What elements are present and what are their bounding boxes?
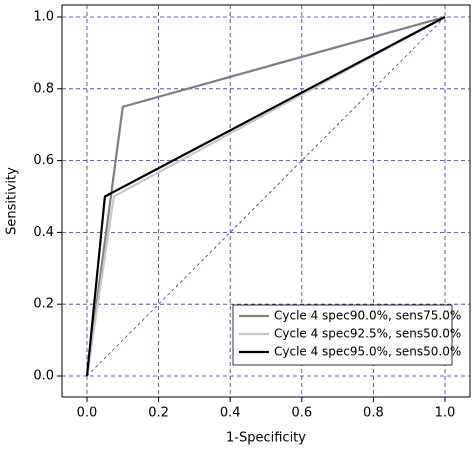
y-tick-label: 0.0 bbox=[33, 369, 54, 384]
series-line bbox=[85, 16, 446, 377]
legend-box bbox=[232, 304, 453, 366]
y-tick-label: 0.8 bbox=[33, 81, 54, 96]
y-tick-label: 0.2 bbox=[33, 297, 54, 312]
x-tick-label: 0.4 bbox=[220, 406, 241, 421]
x-axis-label: 1-Specificity bbox=[226, 431, 306, 446]
legend-label: Cycle 4 spec90.0%, sens75.0% bbox=[274, 309, 461, 323]
series-line bbox=[85, 15, 446, 377]
legend: Cycle 4 spec90.0%, sens75.0% Cycle 4 spec… bbox=[232, 304, 461, 366]
y-tick-label: 1.0 bbox=[33, 10, 54, 25]
x-tick-label: 0.0 bbox=[77, 406, 98, 421]
y-tick-label: 0.6 bbox=[33, 153, 54, 168]
plot-frame bbox=[61, 4, 471, 398]
series-line bbox=[85, 16, 446, 377]
y-axis-label: Sensitivity bbox=[5, 167, 20, 235]
legend-label: Cycle 4 spec95.0%, sens50.0% bbox=[274, 345, 461, 359]
x-tick-label: 0.6 bbox=[291, 406, 312, 421]
x-tick-label: 1.0 bbox=[435, 406, 456, 421]
y-tick-label: 0.4 bbox=[33, 225, 54, 240]
x-tick-label: 0.8 bbox=[363, 406, 384, 421]
reference-line bbox=[86, 16, 446, 377]
legend-label: Cycle 4 spec92.5%, sens50.0% bbox=[274, 327, 461, 341]
x-tick-label: 0.2 bbox=[148, 406, 169, 421]
